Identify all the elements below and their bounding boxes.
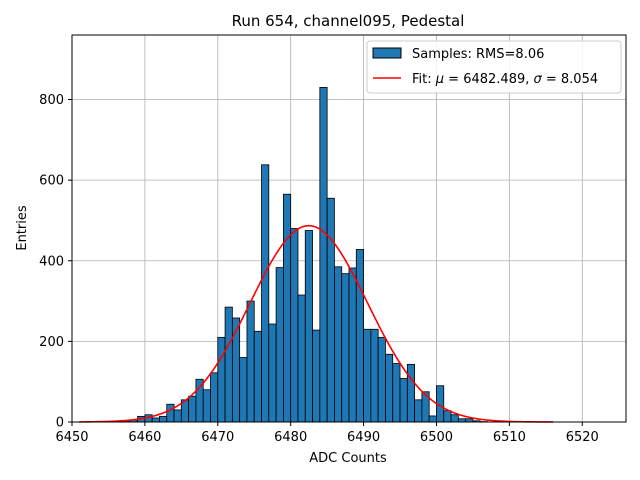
x-axis-ticks: 6450 6460 6470 6480 6490 6500 6510 6520: [55, 422, 599, 445]
chart-title: Run 654, channel095, Pedestal: [232, 12, 465, 30]
histogram-bar: [312, 329, 321, 423]
legend-samples-swatch: [372, 47, 402, 59]
legend-fit-sigma-symbol: σ: [534, 72, 543, 87]
legend-fit-prefix: Fit:: [412, 72, 436, 87]
histogram-bar: [355, 249, 364, 423]
x-tick-label-5: 6500: [420, 430, 453, 445]
histogram-bar: [290, 228, 299, 423]
histogram-bar: [217, 336, 226, 423]
histogram-bars: [122, 87, 488, 423]
legend-fit-mu-symbol: μ: [435, 72, 444, 87]
histogram-bar: [326, 197, 335, 423]
histogram-bar: [159, 415, 168, 423]
legend-fit-label: Fit: μ = 6482.489, σ = 8.054: [412, 72, 598, 87]
histogram-bar: [450, 414, 459, 423]
histogram-bar: [443, 410, 452, 423]
histogram-bar: [377, 336, 386, 423]
legend: Samples: RMS=8.06 Fit: μ = 6482.489, σ =…: [366, 40, 622, 94]
plot-frame: [71, 34, 627, 423]
y-tick-label-0: 0: [56, 416, 64, 431]
histogram-bar: [370, 328, 379, 423]
histogram-bar: [224, 306, 233, 423]
histogram-bar: [414, 399, 423, 423]
histogram-bar: [399, 378, 408, 423]
y-tick-label-2: 400: [39, 254, 64, 269]
y-tick-label-1: 200: [39, 335, 64, 350]
histogram-bar: [253, 330, 262, 423]
legend-samples-label: Samples: RMS=8.06: [412, 47, 544, 62]
y-tick-label-3: 600: [39, 174, 64, 189]
y-axis-label: Entries: [15, 205, 30, 251]
histogram-bar: [385, 353, 394, 423]
fit-curve: [79, 224, 554, 423]
x-tick-label-1: 6460: [128, 430, 161, 445]
histogram-bar: [261, 164, 270, 423]
y-axis-ticks: 0 200 400 600 800: [39, 93, 72, 431]
histogram-bar: [297, 294, 306, 423]
histogram-bar: [166, 403, 175, 423]
x-tick-label-4: 6490: [347, 430, 380, 445]
histogram-bar: [348, 267, 357, 423]
x-tick-label-6: 6510: [493, 430, 526, 445]
legend-fit-sigma-value: = 8.054: [542, 72, 598, 87]
fit-curve-layer: [79, 224, 554, 423]
legend-fit-mu-value: = 6482.489,: [444, 72, 533, 87]
histogram-bar: [406, 363, 416, 423]
histogram-bar: [392, 363, 401, 423]
histogram-bar: [319, 87, 328, 423]
histogram-bar: [210, 372, 219, 423]
histogram-bar: [195, 378, 204, 423]
histogram-bar: [202, 389, 211, 423]
histogram-bar: [246, 300, 255, 423]
x-tick-label-3: 6480: [274, 430, 307, 445]
legend-box: [366, 40, 622, 94]
histogram-bar: [151, 417, 160, 423]
histogram-bar: [268, 323, 277, 423]
histogram-bar: [334, 266, 343, 423]
x-tick-label-0: 6450: [55, 430, 88, 445]
histogram-bar: [363, 328, 372, 423]
histogram-bar: [282, 193, 292, 423]
histogram-bar: [188, 395, 197, 423]
histogram-bar: [239, 357, 248, 423]
histogram-bar: [231, 317, 241, 423]
x-tick-label-7: 6520: [566, 430, 599, 445]
x-axis-label: ADC Counts: [309, 451, 387, 466]
histogram-bar: [173, 409, 182, 423]
histogram-bar: [304, 230, 313, 423]
x-tick-label-2: 6470: [201, 430, 234, 445]
histogram-bar: [428, 415, 437, 423]
histogram-bar: [341, 273, 350, 423]
histogram-bar: [275, 267, 284, 423]
y-tick-label-4: 800: [39, 93, 64, 108]
